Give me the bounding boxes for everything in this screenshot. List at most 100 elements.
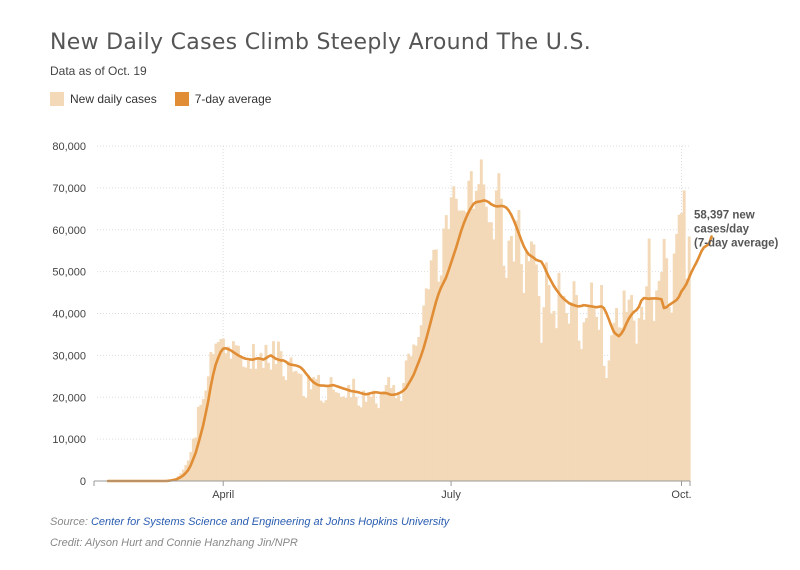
daily-bar [337, 393, 341, 481]
daily-bar [216, 341, 220, 481]
daily-bar [382, 390, 386, 481]
daily-bar [374, 403, 378, 481]
daily-bar [567, 323, 571, 481]
daily-bar [627, 299, 631, 481]
daily-bar [427, 289, 431, 481]
daily-bar [231, 341, 235, 481]
daily-bar [194, 437, 198, 481]
avg-line-group [106, 199, 713, 483]
daily-bar [602, 365, 606, 481]
daily-bar [504, 277, 508, 481]
daily-bar [239, 357, 243, 481]
daily-bar [675, 233, 679, 481]
credit-line: Credit: Alyson Hurt and Connie Hanzhang … [50, 537, 298, 549]
daily-bar [652, 321, 656, 481]
daily-bar [414, 345, 418, 481]
daily-bar [630, 295, 634, 481]
y-tick-label: 70,000 [52, 183, 86, 195]
daily-bar [605, 377, 609, 481]
daily-bar [464, 212, 468, 481]
daily-bar [244, 367, 248, 481]
daily-bar [502, 265, 506, 481]
daily-bar [442, 228, 446, 481]
daily-bar [607, 360, 611, 481]
daily-bar [539, 342, 543, 481]
daily-bar [289, 357, 293, 481]
daily-bar [282, 376, 285, 481]
daily-bar [685, 278, 689, 481]
daily-bar [292, 371, 295, 481]
y-tick-label: 30,000 [52, 350, 86, 362]
daily-bar [687, 236, 691, 481]
daily-bar [409, 356, 413, 481]
legend-item-daily: New daily cases [50, 92, 157, 106]
daily-bar [319, 400, 323, 481]
y-tick-label: 50,000 [52, 267, 86, 279]
daily-bar [585, 318, 588, 481]
daily-bar [595, 316, 598, 481]
legend-label-avg: 7-day average [194, 92, 272, 106]
daily-bar [610, 335, 614, 481]
daily-bar [512, 261, 516, 481]
legend-swatch-daily [50, 92, 64, 106]
daily-bar [499, 198, 503, 481]
y-tick-label: 80,000 [52, 141, 86, 153]
daily-bar [657, 280, 661, 481]
x-tick-label: July [441, 489, 461, 501]
daily-bar [509, 236, 513, 481]
daily-bar [362, 390, 366, 481]
daily-bar [241, 366, 245, 481]
daily-bar [201, 398, 205, 481]
daily-bar [527, 261, 531, 481]
daily-bar [439, 275, 443, 481]
daily-bar [662, 238, 666, 481]
annotation-text: (7-day average) [694, 237, 779, 249]
daily-bar [645, 286, 649, 481]
daily-bar [457, 210, 461, 482]
daily-bar [324, 400, 328, 481]
daily-bar [514, 220, 518, 481]
daily-bar [432, 249, 436, 481]
daily-bar [327, 386, 331, 481]
daily-bar [572, 281, 576, 481]
daily-bar [226, 346, 230, 481]
daily-bar [357, 405, 361, 481]
daily-bar [214, 343, 218, 481]
daily-bar [582, 322, 586, 481]
daily-bar [647, 238, 651, 481]
daily-bar [254, 368, 258, 481]
daily-bar [297, 373, 300, 481]
daily-bar [617, 327, 621, 481]
daily-bar [482, 184, 486, 481]
daily-bar [622, 290, 626, 481]
daily-bar [555, 328, 558, 481]
daily-bar [204, 390, 208, 481]
daily-bar [429, 260, 433, 481]
daily-bar [302, 395, 305, 481]
daily-bar [229, 358, 233, 481]
daily-bar [397, 395, 401, 481]
daily-bar [359, 407, 363, 481]
daily-bar [332, 389, 336, 481]
daily-bar [407, 353, 411, 481]
daily-bar [349, 397, 353, 481]
chart-subtitle: Data as of Oct. 19 [50, 64, 147, 78]
y-tick-label: 20,000 [52, 392, 86, 404]
daily-bar [262, 367, 265, 481]
daily-bar [299, 374, 303, 481]
daily-bar [419, 325, 423, 481]
daily-bar [620, 327, 624, 481]
legend: New daily cases 7-day average [50, 92, 289, 106]
daily-bar [615, 308, 619, 481]
source-link[interactable]: Center for Systems Science and Engineeri… [90, 516, 450, 528]
daily-bar [682, 190, 686, 481]
y-tick-label: 60,000 [52, 225, 86, 237]
legend-label-daily: New daily cases [70, 92, 157, 106]
daily-bar [489, 222, 493, 481]
daily-bar [580, 349, 583, 481]
daily-bar [377, 408, 381, 481]
daily-bar [211, 354, 215, 481]
daily-bar [479, 159, 483, 481]
daily-bar [577, 340, 581, 481]
